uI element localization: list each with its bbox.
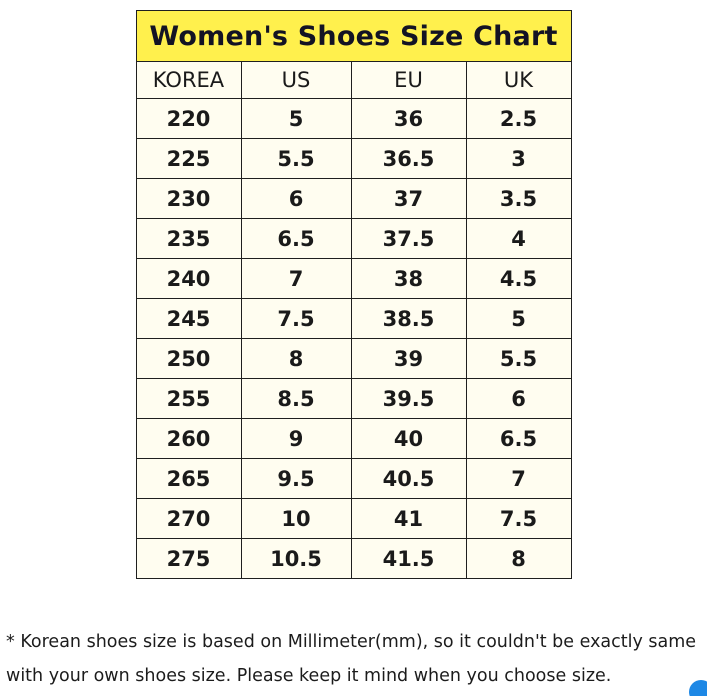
- column-header-uk: UK: [465, 61, 572, 99]
- column-header-korea: KOREA: [135, 61, 242, 99]
- footnote-line-1: * Korean shoes size is based on Millimet…: [6, 632, 697, 652]
- size-cell: 245: [135, 298, 242, 339]
- size-cell: 5.5: [240, 138, 352, 179]
- column-header-row: KOREA US EU UK: [135, 61, 572, 99]
- table-row: 250 8 39 5.5: [135, 338, 572, 379]
- size-cell: 8: [240, 338, 352, 379]
- size-cell: 6.5: [465, 418, 572, 459]
- size-cell: 230: [135, 178, 242, 219]
- size-cell: 6: [465, 378, 572, 419]
- table-row: 270 10 41 7.5: [135, 498, 572, 539]
- size-cell: 6.5: [240, 218, 352, 259]
- size-cell: 260: [135, 418, 242, 459]
- footnote-line-2: with your own shoes size. Please keep it…: [6, 666, 612, 686]
- size-cell: 235: [135, 218, 242, 259]
- size-cell: 7.5: [240, 298, 352, 339]
- size-cell: 225: [135, 138, 242, 179]
- size-cell: 39: [350, 338, 467, 379]
- column-header-us: US: [240, 61, 352, 99]
- table-row: 255 8.5 39.5 6: [135, 378, 572, 419]
- size-cell: 40.5: [350, 458, 467, 499]
- size-cell: 270: [135, 498, 242, 539]
- size-chart-table: Women's Shoes Size Chart KOREA US EU UK …: [135, 10, 572, 579]
- size-cell: 4.5: [465, 258, 572, 299]
- size-cell: 3.5: [465, 178, 572, 219]
- chart-title: Women's Shoes Size Chart: [135, 10, 572, 62]
- size-cell: 220: [135, 98, 242, 139]
- size-cell: 3: [465, 138, 572, 179]
- size-cell: 4: [465, 218, 572, 259]
- table-row: 275 10.5 41.5 8: [135, 538, 572, 579]
- blue-circle-button[interactable]: [689, 680, 707, 696]
- size-cell: 39.5: [350, 378, 467, 419]
- table-row: 260 9 40 6.5: [135, 418, 572, 459]
- size-cell: 255: [135, 378, 242, 419]
- footnote: * Korean shoes size is based on Millimet…: [6, 625, 707, 693]
- size-cell: 37: [350, 178, 467, 219]
- size-cell: 9: [240, 418, 352, 459]
- size-cell: 41.5: [350, 538, 467, 579]
- table-row: 225 5.5 36.5 3: [135, 138, 572, 179]
- table-row: 220 5 36 2.5: [135, 98, 572, 139]
- size-cell: 2.5: [465, 98, 572, 139]
- size-cell: 7.5: [465, 498, 572, 539]
- table-row: 240 7 38 4.5: [135, 258, 572, 299]
- size-cell: 10.5: [240, 538, 352, 579]
- size-cell: 36.5: [350, 138, 467, 179]
- title-row: Women's Shoes Size Chart: [135, 10, 572, 62]
- size-cell: 5: [240, 98, 352, 139]
- size-cell: 240: [135, 258, 242, 299]
- size-cell: 10: [240, 498, 352, 539]
- size-cell: 8.5: [240, 378, 352, 419]
- size-cell: 5.5: [465, 338, 572, 379]
- size-cell: 265: [135, 458, 242, 499]
- size-cell: 275: [135, 538, 242, 579]
- size-cell: 36: [350, 98, 467, 139]
- size-cell: 40: [350, 418, 467, 459]
- size-cell: 7: [240, 258, 352, 299]
- table-row: 230 6 37 3.5: [135, 178, 572, 219]
- table-row: 235 6.5 37.5 4: [135, 218, 572, 259]
- size-cell: 41: [350, 498, 467, 539]
- size-cell: 250: [135, 338, 242, 379]
- size-cell: 9.5: [240, 458, 352, 499]
- size-cell: 8: [465, 538, 572, 579]
- table-row: 265 9.5 40.5 7: [135, 458, 572, 499]
- table-row: 245 7.5 38.5 5: [135, 298, 572, 339]
- size-cell: 7: [465, 458, 572, 499]
- size-cell: 6: [240, 178, 352, 219]
- column-header-eu: EU: [350, 61, 467, 99]
- size-cell: 38.5: [350, 298, 467, 339]
- size-cell: 5: [465, 298, 572, 339]
- size-cell: 37.5: [350, 218, 467, 259]
- size-cell: 38: [350, 258, 467, 299]
